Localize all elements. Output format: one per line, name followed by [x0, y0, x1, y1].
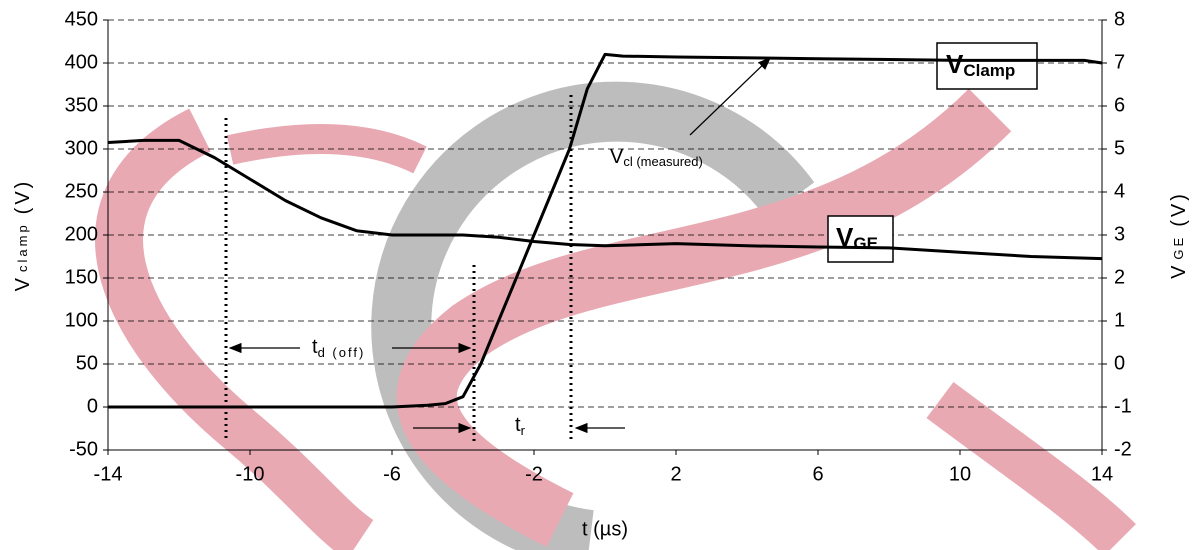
x-tick-label: 10 — [949, 463, 971, 485]
x-tick-label: -14 — [94, 463, 123, 485]
vcl-label: Vcl (measured) — [610, 146, 703, 169]
series-line — [107, 138, 1103, 261]
y-tick-label: 0 — [87, 395, 98, 417]
y-tick-label: 450 — [65, 8, 98, 30]
y-tick-label: 350 — [65, 94, 98, 116]
y2-tick-label: 0 — [1114, 352, 1125, 374]
y-axis-label: Vclamp(V) — [12, 179, 34, 292]
td-label: td (off) — [312, 336, 365, 360]
y2-axis-label: VGE(V) — [1168, 191, 1190, 279]
y2-tick-label: 3 — [1114, 223, 1125, 245]
tr-label: tr — [515, 414, 526, 438]
y2-tick-label: 5 — [1114, 137, 1125, 159]
y-tick-label: 300 — [65, 137, 98, 159]
y2-tick-label: 1 — [1114, 309, 1125, 331]
y-tick-label: 200 — [65, 223, 98, 245]
x-tick-label: -2 — [525, 463, 543, 485]
x-tick-label: 2 — [670, 463, 681, 485]
y2-tick-label: -2 — [1114, 438, 1132, 460]
x-axis-label: t (µs) — [582, 518, 628, 540]
arrows — [228, 57, 771, 434]
vclamp-box — [936, 42, 1038, 90]
series-line — [108, 52, 1103, 409]
x-tick-label: 6 — [812, 463, 823, 485]
x-tick-label: -10 — [236, 463, 265, 485]
y2-tick-label: 7 — [1114, 51, 1125, 73]
x-tick-label: 14 — [1091, 463, 1113, 485]
y2-tick-label: -1 — [1114, 395, 1132, 417]
y-tick-label: -50 — [69, 438, 98, 460]
y2-tick-label: 6 — [1114, 94, 1125, 116]
y-tick-label: 400 — [65, 51, 98, 73]
y2-tick-label: 8 — [1114, 8, 1125, 30]
vclamp-label: VClamp — [946, 49, 1015, 81]
y-tick-label: 50 — [76, 352, 98, 374]
vge-box — [827, 215, 894, 263]
y2-tick-label: 4 — [1114, 180, 1125, 202]
x-tick-label: -6 — [383, 463, 401, 485]
y-tick-label: 150 — [65, 266, 98, 288]
y-tick-label: 250 — [65, 180, 98, 202]
y-tick-label: 100 — [65, 309, 98, 331]
y2-tick-label: 2 — [1114, 266, 1125, 288]
